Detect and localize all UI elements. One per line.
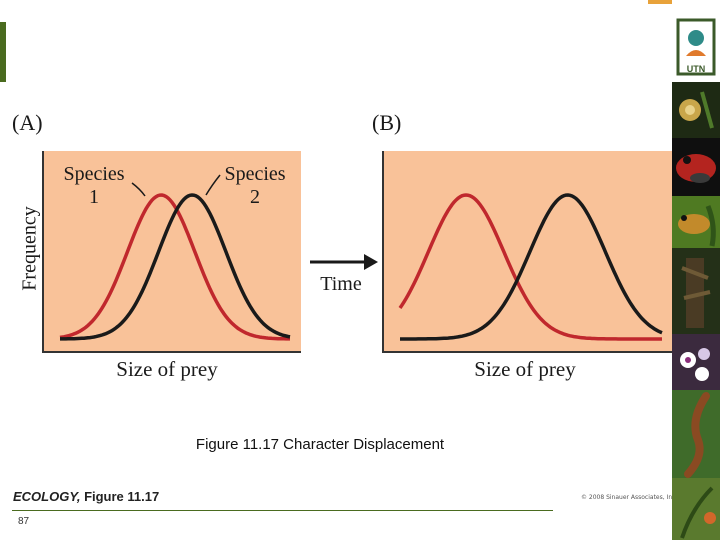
chart-b-svg xyxy=(398,193,663,341)
species2-curve-b xyxy=(400,193,663,341)
flower-icon xyxy=(672,334,720,390)
y-axis-label: Frequency xyxy=(18,206,41,291)
university-logo: UTN xyxy=(676,18,716,76)
footer-divider xyxy=(12,510,553,511)
species2-label: Species 2 xyxy=(224,163,286,208)
logo-icon: UTN xyxy=(672,0,720,82)
plant-icon xyxy=(672,478,720,540)
plot-panel-a xyxy=(42,151,301,353)
tree-icon xyxy=(672,248,720,334)
species2-pointer xyxy=(205,174,221,196)
photo-strip: UTN xyxy=(672,0,720,540)
figure-reference: Figure 11.17 xyxy=(84,489,160,504)
y-axis-a xyxy=(42,151,44,353)
figure-caption: Figure 11.17 Character Displacement xyxy=(195,436,445,453)
x-axis-b xyxy=(382,351,672,353)
x-axis-a xyxy=(42,351,301,353)
species1-curve-b xyxy=(398,193,662,341)
species2-curve-a xyxy=(60,193,291,341)
frog-icon xyxy=(672,196,720,248)
book-credit: ECOLOGY, Figure 11.17 xyxy=(13,489,159,504)
page-number: 87 xyxy=(18,516,30,527)
panel-b-label: (B) xyxy=(372,110,402,135)
time-arrow-icon xyxy=(310,254,378,270)
y-axis-b xyxy=(382,151,384,353)
logo-text: UTN xyxy=(687,64,706,74)
book-title: ECOLOGY, xyxy=(13,489,81,504)
x-axis-label-b: Size of prey xyxy=(474,357,576,381)
lizard-icon xyxy=(672,390,720,478)
accent-tab xyxy=(648,0,676,4)
fruit-icon xyxy=(672,82,720,138)
frog-icon xyxy=(672,138,720,196)
panel-a-label: (A) xyxy=(12,110,43,135)
plot-panel-b xyxy=(382,151,672,353)
copyright-notice: © 2008 Sinauer Associates, Inc. xyxy=(581,494,678,501)
accent-bar xyxy=(0,22,6,82)
species1-label: Species 1 xyxy=(63,163,125,208)
x-axis-label-a: Size of prey xyxy=(116,357,218,381)
time-label: Time xyxy=(320,273,362,295)
species1-pointer xyxy=(131,182,146,197)
chart-a-svg xyxy=(59,174,291,341)
species1-curve-a xyxy=(59,193,290,341)
